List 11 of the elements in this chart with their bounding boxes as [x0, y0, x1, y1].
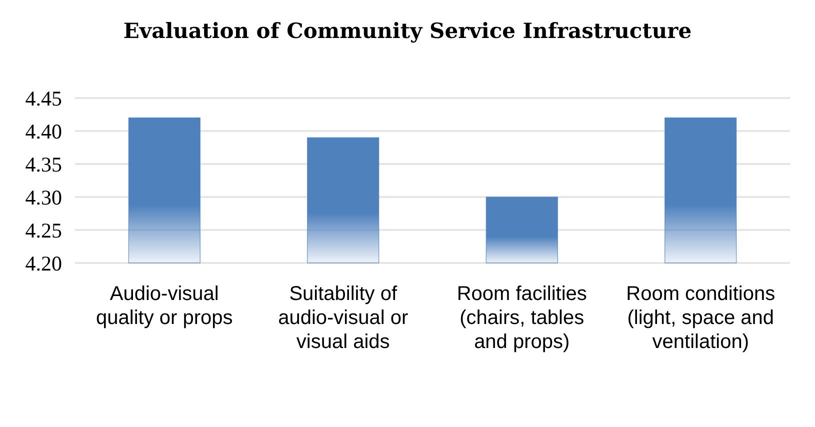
x-tick-label: Room facilities (chairs, tables and props) — [456, 283, 587, 353]
chart-title: Evaluation of Community Service Infrastructure — [123, 18, 692, 43]
x-tick-label: Room conditions (light, space and ventilation) — [626, 283, 776, 353]
x-tick-label: Suitability of audio-visual or visual aids — [278, 283, 408, 353]
y-tick-label: 4.25 — [25, 218, 62, 242]
y-tick-label: 4.20 — [25, 251, 62, 276]
y-tick-label: 4.35 — [25, 152, 62, 176]
x-tick-label: Audio-visual quality or props — [96, 283, 233, 329]
y-tick-label: 4.40 — [25, 119, 62, 144]
y-tick-label: 4.45 — [25, 86, 62, 110]
y-tick-label: 4.30 — [25, 185, 62, 210]
